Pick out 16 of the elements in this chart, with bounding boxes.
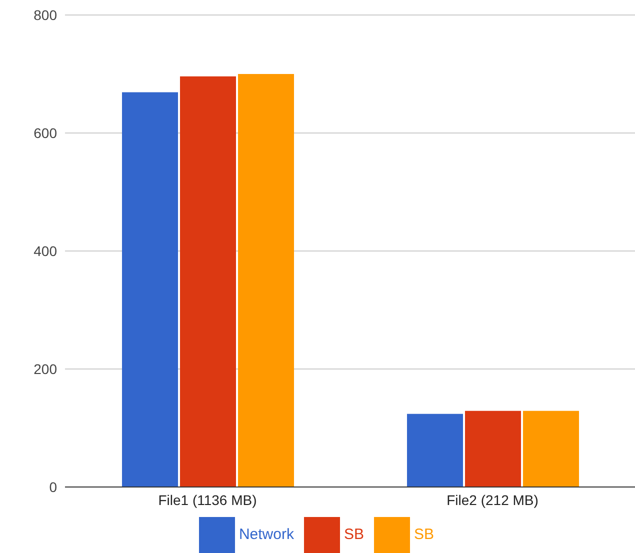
x-tick-label: File1 (1136 MB) [158,492,257,508]
legend-label: SB [344,526,364,543]
bar [238,74,294,487]
y-tick-label: 200 [34,360,58,377]
bar [407,414,463,487]
y-tick-label: 0 [49,478,58,495]
legend-label: SB [414,526,434,543]
bar [180,76,236,487]
y-tick-label: 600 [34,124,58,141]
bar [122,92,178,487]
bar [523,410,579,487]
y-tick-label: 800 [34,6,58,23]
y-tick-label: 400 [34,242,58,259]
bar [465,410,521,487]
x-tick-label: File2 (212 MB) [446,492,538,508]
legend-label: Network [238,526,294,543]
